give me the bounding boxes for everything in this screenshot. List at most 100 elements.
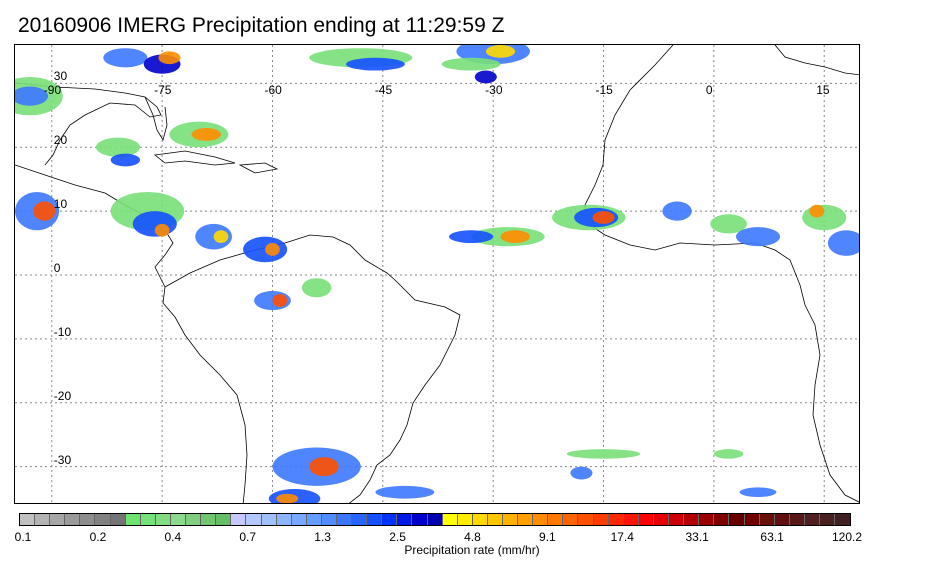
longitude-label: -60	[264, 83, 282, 97]
colorbar-swatch	[140, 514, 156, 525]
colorbar-swatch	[382, 514, 398, 525]
precipitation-cell	[213, 230, 229, 244]
longitude-label: 15	[816, 83, 830, 97]
colorbar-swatch	[487, 514, 503, 525]
precipitation-cell	[739, 487, 777, 498]
latitude-label: 0	[53, 261, 61, 275]
colorbar-swatch	[65, 514, 81, 525]
precipitation-cell	[309, 457, 339, 477]
precipitation-cell	[154, 223, 170, 237]
gulf-coast	[15, 82, 162, 166]
colorbar-swatch	[744, 514, 760, 525]
map-canvas	[15, 45, 859, 503]
colorbar-swatch	[246, 514, 262, 525]
precipitation-cell	[441, 57, 501, 71]
precipitation-cell	[243, 236, 288, 263]
longitude-label: -15	[595, 83, 613, 97]
colorbar-swatch	[276, 514, 292, 525]
colorbar-swatch	[352, 514, 368, 525]
colorbar-swatch	[397, 514, 413, 525]
precipitation-cell	[265, 243, 280, 256]
precipitation-cell	[110, 153, 141, 167]
colorbar-swatch	[170, 514, 187, 525]
colorbar-swatch	[608, 514, 624, 525]
colorbar-swatch	[336, 514, 353, 525]
precipitation-cell	[827, 230, 859, 256]
latitude-label: -30	[53, 452, 72, 467]
latitude-label: 30	[53, 69, 68, 84]
colorbar-swatch	[261, 514, 277, 525]
precipitation-cell	[15, 86, 49, 106]
colorbar-swatch	[442, 514, 458, 525]
colorbar-swatch	[593, 514, 609, 525]
precipitation-cell	[566, 449, 641, 459]
colorbar-swatch	[201, 514, 217, 525]
colorbar-swatch	[819, 514, 836, 525]
hispaniola-coast	[238, 162, 279, 174]
precipitation-cell	[710, 214, 747, 234]
longitude-label: -45	[374, 83, 393, 97]
colorbar-swatch	[503, 514, 519, 525]
precipitation-cell	[713, 449, 744, 459]
colorbar-swatch	[367, 514, 383, 525]
colorbar	[19, 513, 851, 526]
colorbar-swatch	[699, 514, 715, 525]
precipitation-map: -90 -75 -60 -45 -30 -15 0 15 30 20 10 0 -10 -20 -30	[14, 44, 860, 504]
colorbar-tick-label: 120.2	[831, 530, 863, 544]
colorbar-tick-label: 63.1	[760, 530, 784, 544]
colorbar-tick-label: 0.4	[164, 530, 182, 544]
precipitation-cell	[500, 230, 530, 244]
longitude-label: -75	[154, 83, 172, 97]
longitude-label: -90	[43, 83, 62, 97]
colorbar-swatch	[774, 514, 790, 525]
precipitation-cell	[485, 45, 516, 58]
colorbar-tick-label: 0.7	[239, 530, 257, 544]
colorbar-swatch	[729, 514, 745, 525]
colorbar-swatch	[623, 514, 639, 525]
colorbar-swatch	[472, 514, 488, 525]
longitude-label: -30	[485, 83, 503, 97]
colorbar-swatch	[578, 514, 594, 525]
precipitation-cell	[346, 57, 405, 71]
florida-coast	[144, 96, 168, 142]
colorbar-swatch	[50, 514, 66, 525]
colorbar-swatch	[548, 514, 564, 525]
precipitation-cell	[802, 204, 847, 231]
colorbar-swatch	[714, 514, 730, 525]
precipitation-cell	[449, 230, 494, 244]
precipitation-cell	[662, 201, 692, 221]
longitude-label: 0	[705, 83, 713, 97]
precipitation-cell	[474, 70, 497, 84]
precipitation-cell	[33, 201, 56, 221]
map-title: 20160906 IMERG Precipitation ending at 1…	[18, 14, 505, 37]
colorbar-swatch	[231, 514, 247, 525]
precipitation-cell	[132, 211, 177, 237]
colorbar-swatch	[804, 514, 820, 525]
colorbar-tick-label: 4.8	[464, 530, 481, 544]
colorbar-tick-label: 17.4	[610, 530, 634, 544]
precipitation-cell	[735, 227, 781, 247]
colorbar-swatch	[186, 514, 202, 525]
colorbar-label: Precipitation rate (mm/hr)	[404, 543, 540, 557]
map-gridlines	[15, 45, 859, 503]
africa-coast	[584, 45, 859, 503]
colorbar-swatch	[412, 514, 428, 525]
colorbar-swatch	[684, 514, 700, 525]
cuba-coast	[154, 150, 236, 166]
precipitation-cell	[95, 137, 141, 157]
precipitation-cell	[272, 294, 288, 307]
colorbar-swatch	[216, 514, 232, 525]
colorbar-tick-label: 33.1	[685, 530, 709, 544]
precipitation-cell	[195, 223, 233, 250]
colorbar-swatch	[291, 514, 307, 525]
colorbar-swatch	[533, 514, 549, 525]
south-america-coast	[162, 234, 461, 503]
iberia-coast	[774, 45, 859, 76]
colorbar-tick-label: 9.1	[539, 530, 556, 544]
precipitation-cell	[809, 204, 825, 218]
colorbar-swatch	[835, 514, 851, 525]
latitude-label: -10	[53, 324, 72, 339]
colorbar-tick-label: 1.3	[314, 530, 331, 544]
colorbar-swatch	[518, 514, 534, 525]
precipitation-field	[15, 45, 859, 503]
